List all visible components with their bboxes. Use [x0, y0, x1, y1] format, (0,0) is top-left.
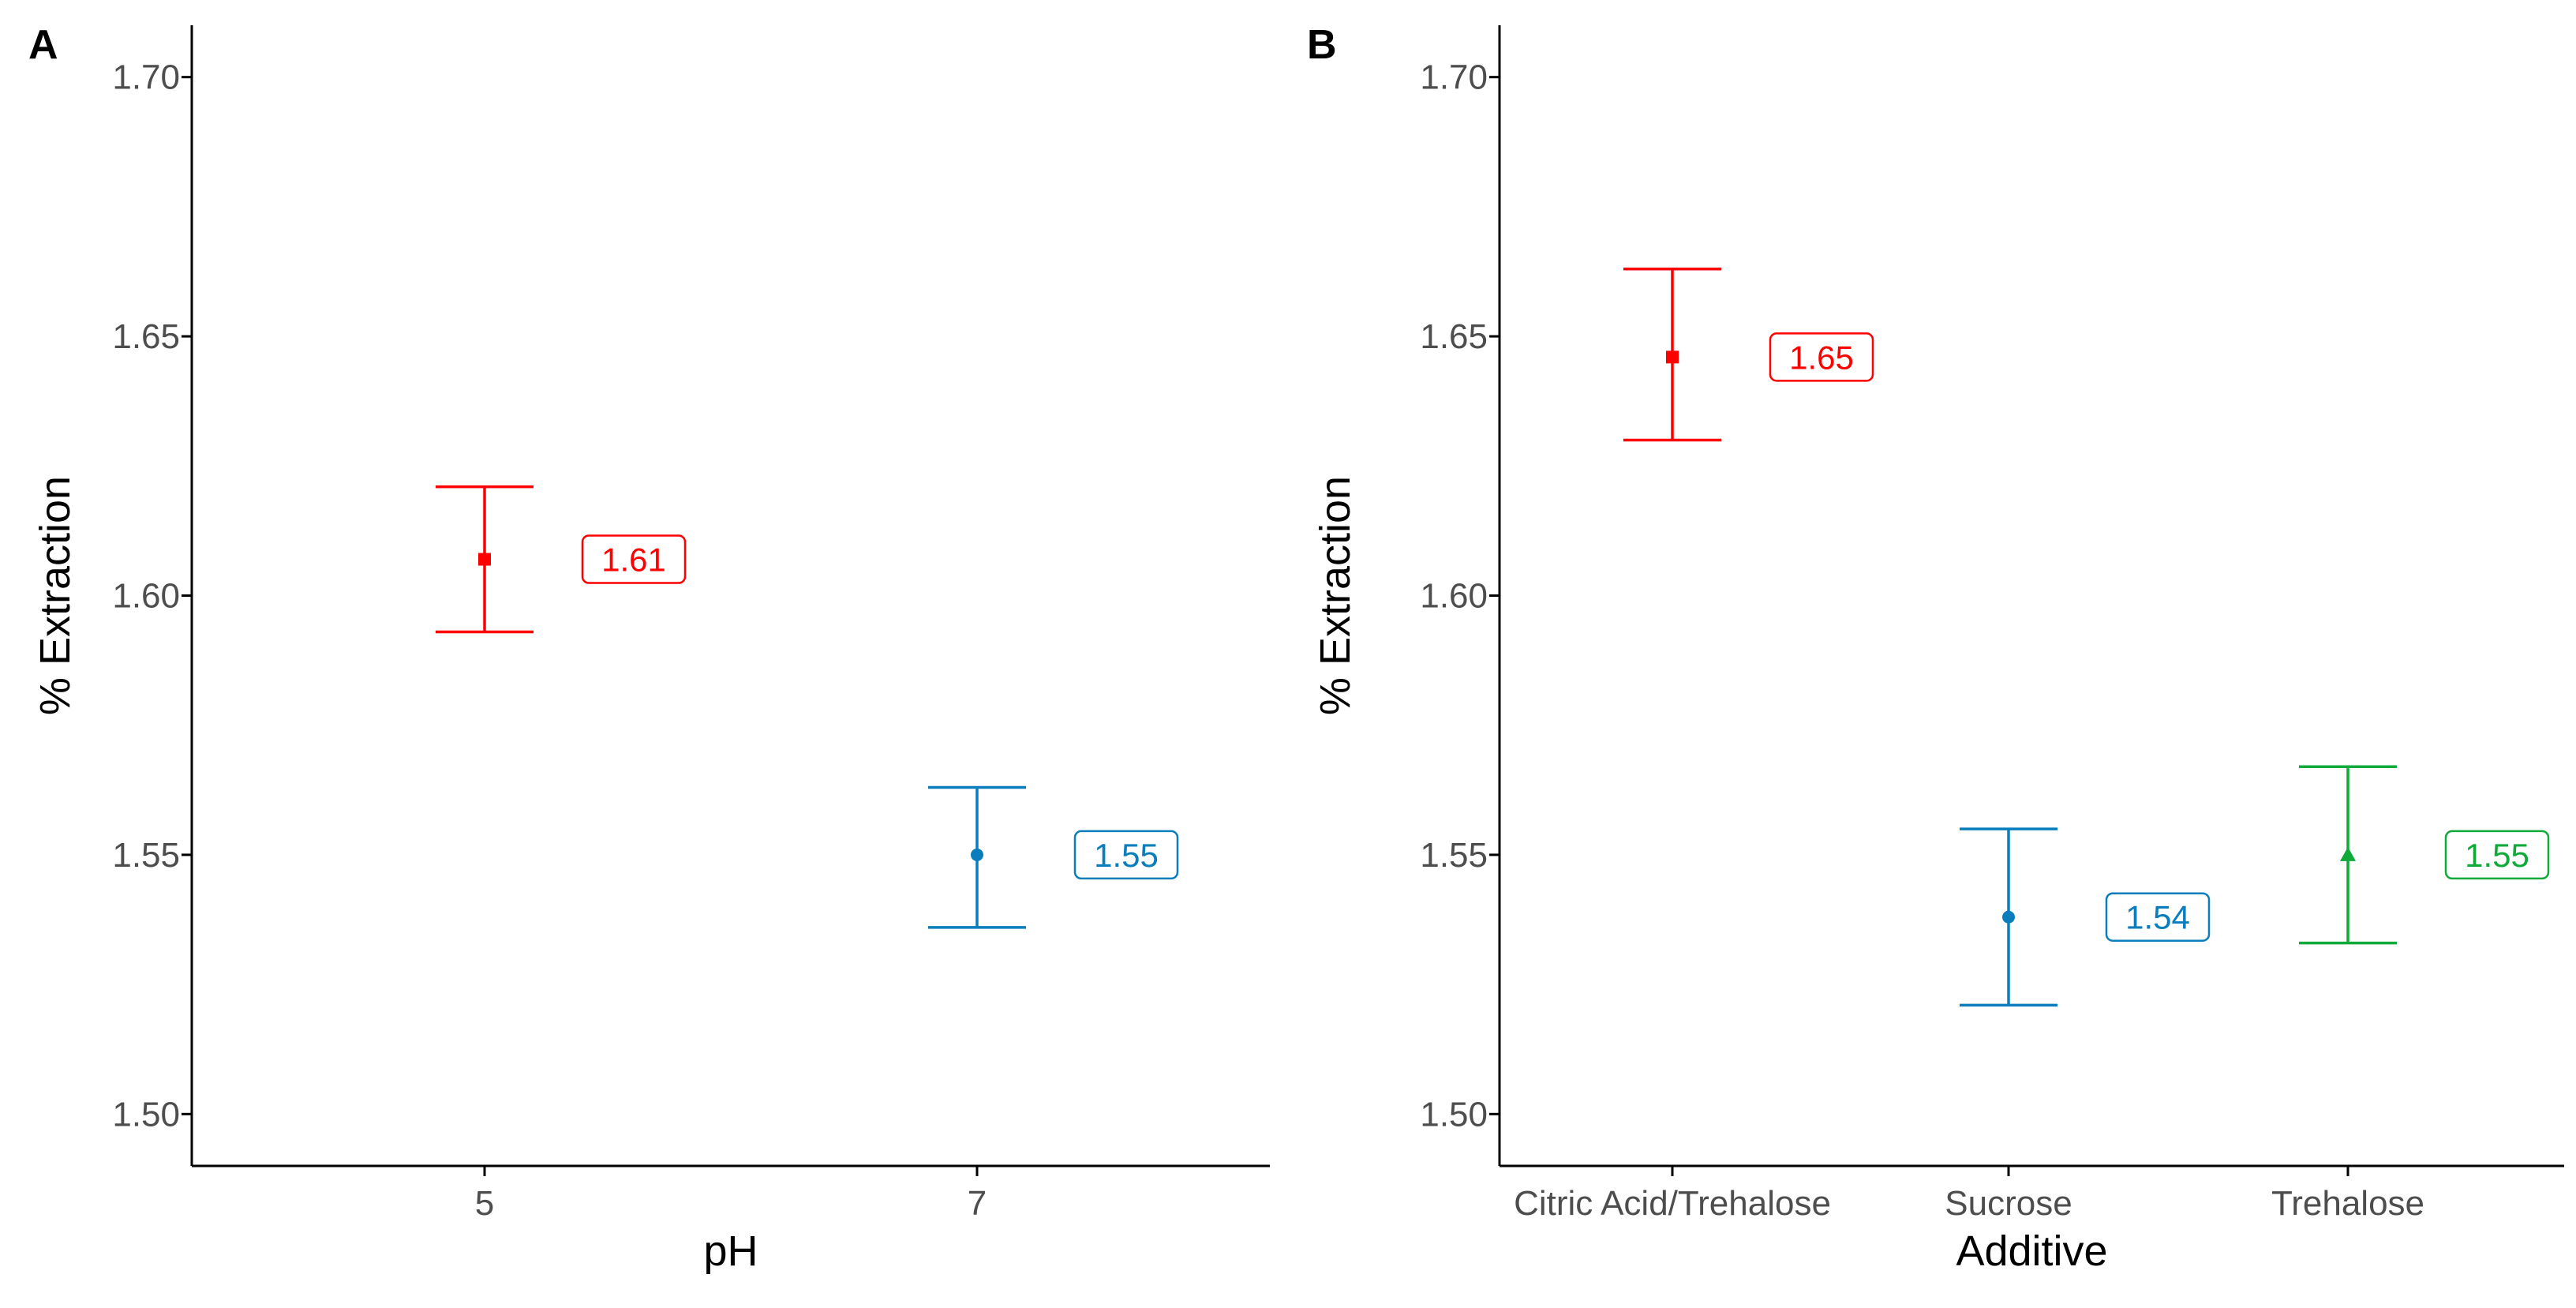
y-axis-title: % Extraction [32, 476, 79, 715]
data-point-triangle [2340, 846, 2356, 861]
value-label-box [581, 534, 687, 584]
value-label: 1.61 [601, 542, 666, 579]
x-tick-label: 5 [475, 1184, 494, 1223]
x-tick-label: 7 [968, 1184, 987, 1223]
value-label: 1.55 [1094, 837, 1159, 874]
value-label-box [1769, 332, 1874, 382]
x-axis-title: Additive [1956, 1227, 2107, 1275]
x-tick-label: Sucrose [1945, 1184, 2072, 1223]
value-label-box [1073, 830, 1179, 880]
panel-label: A [28, 22, 58, 68]
data-point-circle [2002, 910, 2015, 924]
y-tick-label: 1.60 [1420, 577, 1488, 616]
data-point-circle [971, 848, 983, 861]
y-tick-label: 1.65 [1420, 317, 1488, 356]
y-tick-label: 1.50 [112, 1095, 180, 1134]
value-label: 1.65 [1789, 339, 1854, 376]
y-tick-label: 1.60 [112, 577, 180, 616]
value-label-box [2105, 892, 2211, 942]
y-tick-label: 1.55 [1420, 836, 1488, 875]
value-label: 1.54 [2125, 899, 2190, 936]
y-tick-label: 1.65 [112, 317, 180, 356]
y-tick-label: 1.55 [112, 836, 180, 875]
x-axis-title: pH [703, 1227, 758, 1275]
panel-label: B [1307, 22, 1337, 68]
y-tick-label: 1.70 [112, 58, 180, 97]
x-tick-label: Trehalose [2271, 1184, 2424, 1223]
value-label: 1.55 [2465, 837, 2529, 874]
y-tick-label: 1.50 [1420, 1095, 1488, 1134]
data-point-square [1666, 350, 1679, 364]
y-tick-label: 1.70 [1420, 58, 1488, 97]
data-point-square [478, 553, 491, 566]
value-label-box [2444, 830, 2550, 880]
y-axis-title: % Extraction [1312, 476, 1359, 715]
x-tick-label: Citric Acid/Trehalose [1514, 1184, 1831, 1223]
